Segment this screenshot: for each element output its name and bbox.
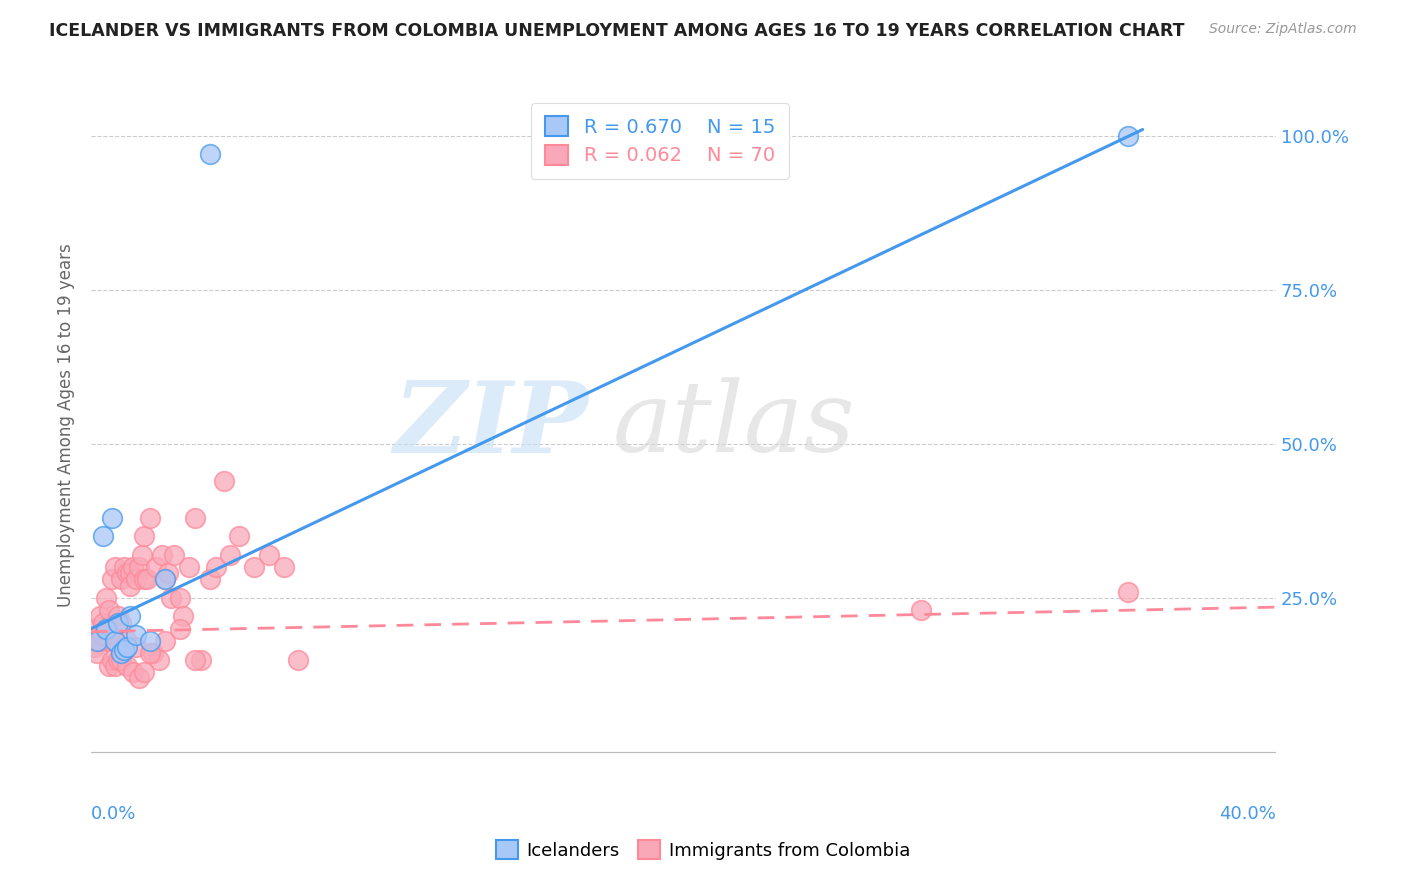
Point (124, 628, 146, 642)
Text: 40.0%: 40.0% (1219, 805, 1277, 823)
Point (101, 628, 124, 642)
Point (163, 548, 186, 562)
Point (94, 591, 117, 605)
Point (115, 658, 138, 673)
Point (142, 646, 165, 660)
Point (104, 658, 127, 673)
Point (86, 628, 108, 642)
Point (94, 622, 117, 636)
Point (184, 510, 207, 524)
Point (89, 609, 111, 624)
Point (139, 510, 162, 524)
Point (107, 609, 129, 624)
Point (157, 566, 180, 581)
Point (177, 560, 200, 574)
Point (169, 591, 191, 605)
Point (153, 573, 176, 587)
Point (1116, 584, 1139, 599)
Text: 0.0%: 0.0% (91, 805, 136, 823)
Point (121, 560, 143, 574)
Point (104, 560, 127, 574)
Point (134, 665, 156, 679)
Point (104, 634, 127, 648)
Legend: Icelanders, Immigrants from Colombia: Icelanders, Immigrants from Colombia (489, 833, 917, 867)
Point (214, 474, 236, 488)
Point (107, 652, 129, 666)
Point (150, 548, 173, 562)
Point (118, 566, 141, 581)
Point (153, 634, 176, 648)
Y-axis label: Unemployment Among Ages 16 to 19 years: Unemployment Among Ages 16 to 19 years (58, 244, 75, 607)
Point (184, 652, 207, 666)
Point (86, 646, 108, 660)
Point (128, 560, 150, 574)
Point (219, 548, 242, 562)
Point (110, 573, 132, 587)
Point (204, 560, 226, 574)
Point (139, 634, 162, 648)
Point (128, 671, 150, 685)
Point (1116, 128, 1139, 143)
Point (287, 652, 309, 666)
Point (198, 573, 221, 587)
Point (198, 147, 221, 161)
Point (112, 560, 135, 574)
Point (110, 646, 132, 660)
Text: atlas: atlas (613, 377, 855, 473)
Point (101, 652, 124, 666)
Point (89, 634, 111, 648)
Point (91, 529, 114, 543)
Point (91, 628, 114, 642)
Point (86, 634, 108, 648)
Point (134, 573, 156, 587)
Point (121, 665, 143, 679)
Point (112, 643, 135, 657)
Point (83, 640, 105, 655)
Point (101, 510, 124, 524)
Point (148, 652, 170, 666)
Point (124, 573, 146, 587)
Point (83, 622, 105, 636)
Point (118, 609, 141, 624)
Point (228, 529, 250, 543)
Point (97, 603, 120, 617)
Point (910, 603, 932, 617)
Point (145, 560, 167, 574)
Point (190, 652, 212, 666)
Point (169, 622, 191, 636)
Point (118, 578, 141, 592)
Point (134, 529, 156, 543)
Point (110, 652, 132, 666)
Point (107, 615, 129, 630)
Point (172, 609, 194, 624)
Point (136, 573, 159, 587)
Point (110, 615, 132, 630)
Point (124, 640, 146, 655)
Text: ZIP: ZIP (394, 377, 589, 474)
Point (94, 634, 117, 648)
Point (101, 573, 124, 587)
Text: ICELANDER VS IMMIGRANTS FROM COLOMBIA UNEMPLOYMENT AMONG AGES 16 TO 19 YEARS COR: ICELANDER VS IMMIGRANTS FROM COLOMBIA UN… (49, 22, 1185, 40)
Point (91, 615, 114, 630)
Text: Source: ZipAtlas.com: Source: ZipAtlas.com (1209, 22, 1357, 37)
Point (257, 548, 280, 562)
Point (104, 634, 127, 648)
Point (97, 658, 120, 673)
Point (153, 573, 176, 587)
Point (160, 591, 183, 605)
Legend: R = 0.670    N = 15, R = 0.062    N = 70: R = 0.670 N = 15, R = 0.062 N = 70 (531, 103, 789, 179)
Point (273, 560, 295, 574)
Point (115, 634, 138, 648)
Point (94, 622, 117, 636)
Point (243, 560, 266, 574)
Point (131, 548, 153, 562)
Point (115, 640, 138, 655)
Point (139, 646, 162, 660)
Point (115, 566, 138, 581)
